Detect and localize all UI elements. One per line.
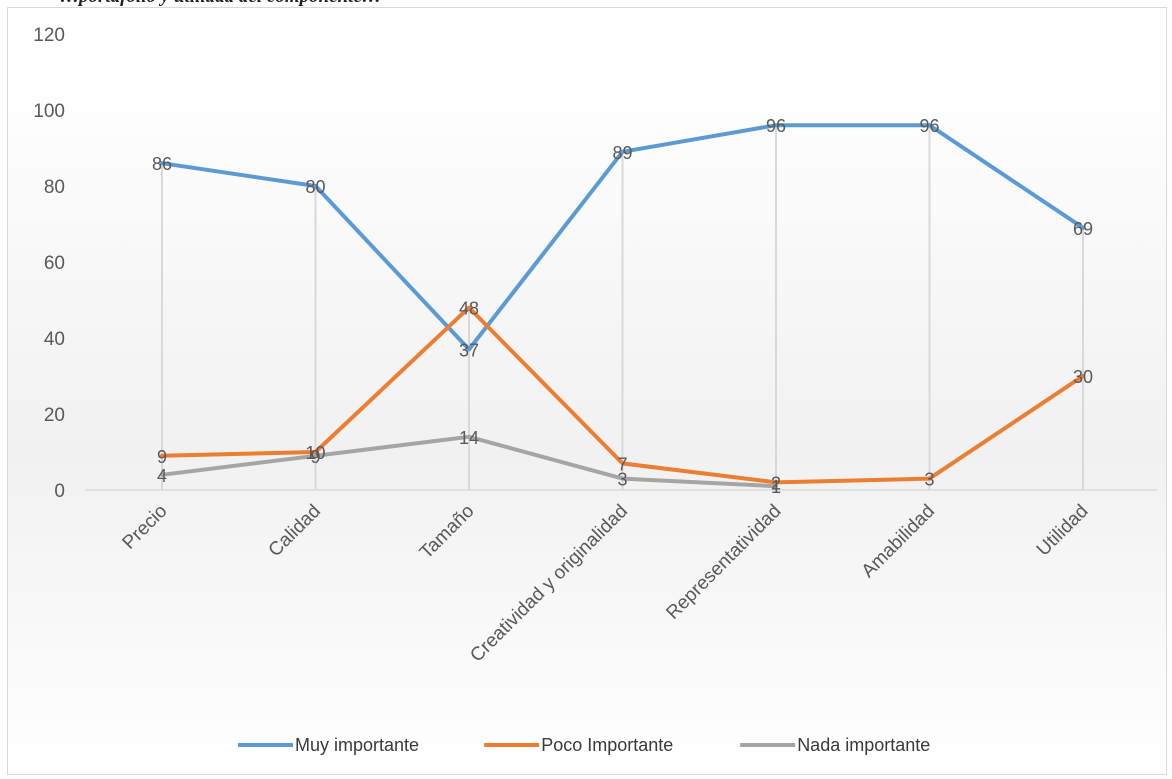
legend-label-nada-importante: Nada importante xyxy=(797,735,930,755)
y-tick-label: 40 xyxy=(44,329,65,350)
x-tick-label-utilidad: Utilidad xyxy=(1033,501,1093,561)
data-label-muy-importante: 96 xyxy=(919,116,939,136)
x-tick-label-amabilidad: Amabilidad xyxy=(858,501,939,582)
series-line-muy-importante xyxy=(160,123,1085,352)
chart-frame xyxy=(7,7,1167,775)
data-label-poco-importante: 10 xyxy=(305,443,325,463)
drop-lines xyxy=(161,125,1084,490)
figure-caption: …portafolio y utilidad del componente… xyxy=(0,0,1172,8)
legend-label-poco-importante: Poco Importante xyxy=(541,735,673,755)
data-label-nada-importante: 4 xyxy=(157,466,167,486)
data-label-nada-importante: 9 xyxy=(310,447,320,467)
data-label-poco-importante: 9 xyxy=(157,447,167,467)
x-tick-label-precio: Precio xyxy=(119,501,172,554)
data-label-poco-importante: 7 xyxy=(617,454,627,474)
y-tick-label: 80 xyxy=(44,177,65,198)
data-label-poco-importante: 3 xyxy=(924,470,934,490)
data-label-muy-importante: 80 xyxy=(305,177,325,197)
y-tick-label: 60 xyxy=(44,253,65,274)
x-tick-label-representatividad: Representatividad xyxy=(662,501,785,624)
series-line-poco-importante xyxy=(160,305,1085,485)
data-label-muy-importante: 69 xyxy=(1073,219,1093,239)
data-label-muy-importante: 86 xyxy=(152,154,172,174)
data-label-nada-importante: 14 xyxy=(459,428,479,448)
y-axis: 0 20 40 60 80 100 120 xyxy=(33,25,65,502)
x-tick-label-tamano: Tamaño xyxy=(416,501,479,564)
x-tick-label-creatividad-y-originalidad: Creatividad y originalidad xyxy=(466,501,632,667)
y-tick-label: 20 xyxy=(44,405,65,426)
x-tick-label-calidad: Calidad xyxy=(265,501,325,561)
data-label-nada-importante: 3 xyxy=(617,470,627,490)
data-label-poco-importante: 30 xyxy=(1073,367,1093,387)
data-label-nada-importante: 1 xyxy=(771,477,781,497)
series-line-nada-importante xyxy=(160,434,778,489)
data-label-muy-importante: 89 xyxy=(612,143,632,163)
series-lines xyxy=(160,123,1085,489)
legend: Muy importante Poco Importante Nada import… xyxy=(238,735,930,755)
data-label-muy-importante: 96 xyxy=(766,116,786,136)
y-tick-label: 120 xyxy=(33,25,65,46)
legend-label-muy-importante: Muy importante xyxy=(295,735,419,755)
y-tick-label: 100 xyxy=(33,101,65,122)
data-label-muy-importante: 37 xyxy=(459,340,479,360)
y-tick-label: 0 xyxy=(54,481,65,502)
data-label-poco-importante: 2 xyxy=(771,473,781,493)
data-label-poco-importante: 48 xyxy=(459,299,479,319)
